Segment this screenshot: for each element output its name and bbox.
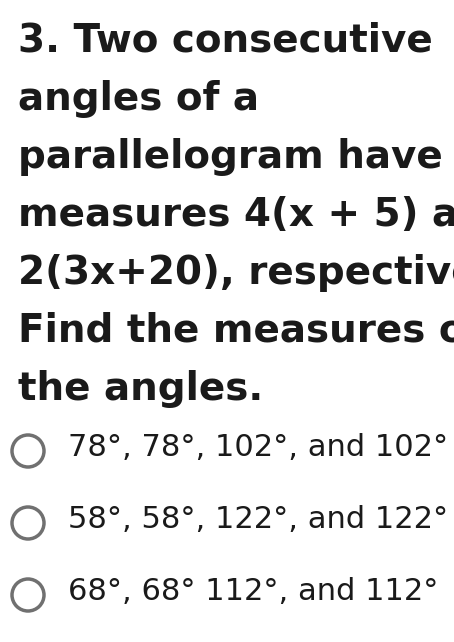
Text: 78°, 78°, 102°, and 102°: 78°, 78°, 102°, and 102° xyxy=(68,433,448,462)
Text: 58°, 58°, 122°, and 122°: 58°, 58°, 122°, and 122° xyxy=(68,505,448,534)
Text: measures 4(x + 5) and: measures 4(x + 5) and xyxy=(18,196,454,234)
Text: angles of a: angles of a xyxy=(18,80,259,118)
Text: 2(3x+20), respectively.: 2(3x+20), respectively. xyxy=(18,254,454,292)
Text: parallelogram have: parallelogram have xyxy=(18,138,443,176)
Text: 68°, 68° 112°, and 112°: 68°, 68° 112°, and 112° xyxy=(68,577,439,605)
Text: 3. Two consecutive: 3. Two consecutive xyxy=(18,22,433,60)
Text: Find the measures of: Find the measures of xyxy=(18,312,454,350)
Text: the angles.: the angles. xyxy=(18,370,263,408)
